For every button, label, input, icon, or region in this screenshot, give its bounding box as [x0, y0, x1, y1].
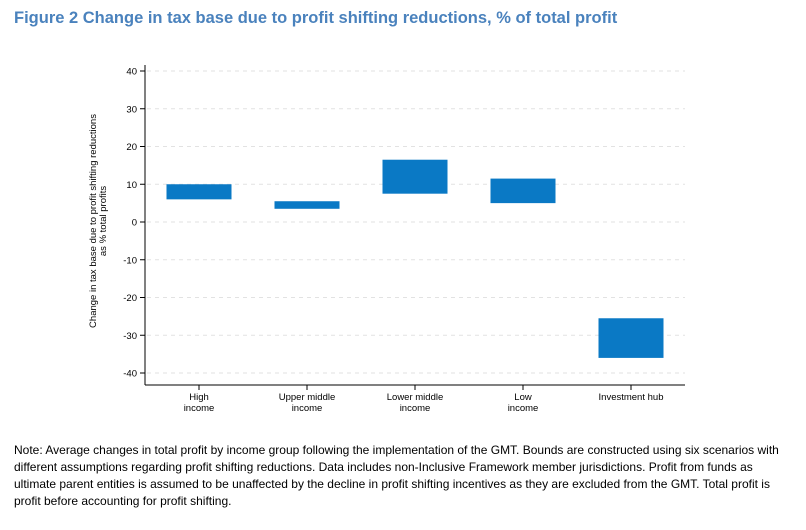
category-line: Low	[514, 392, 532, 403]
axes	[140, 65, 685, 390]
y-label-line: Change in tax base due to profit shiftin…	[88, 114, 99, 328]
y-tick-label: 10	[126, 180, 137, 191]
category-line: Lower middle	[387, 392, 444, 403]
x-category-label: Upper middle income	[279, 392, 336, 414]
category-line: income	[184, 403, 215, 414]
category-line: income	[292, 403, 323, 414]
y-tick-label: -40	[123, 369, 137, 380]
y-tick-label: 40	[126, 67, 137, 78]
x-category-label: Low income	[508, 392, 539, 414]
category-line: income	[400, 403, 431, 414]
y-tick-label: -30	[123, 331, 137, 342]
y-tick-labels: 40 30 20 10 0 -10 -20 -30 -40	[123, 67, 137, 380]
gridlines	[147, 70, 685, 374]
bars	[166, 159, 664, 358]
category-line: Investment hub	[599, 392, 664, 403]
bar	[382, 159, 448, 194]
y-tick-label: 20	[126, 142, 137, 153]
bar	[166, 184, 232, 200]
y-tick-label: 0	[132, 218, 137, 229]
category-line: Upper middle	[279, 392, 336, 403]
category-line: High	[189, 392, 209, 403]
x-category-label: Investment hub	[599, 392, 664, 403]
bar	[490, 178, 556, 204]
chart-title: Figure 2 Change in tax base due to profi…	[14, 9, 618, 27]
y-label-line: as % total profits	[98, 186, 109, 256]
y-tick-label: 30	[126, 104, 137, 115]
y-axis-label: Change in tax base due to profit shiftin…	[88, 114, 109, 328]
x-category-label: High income	[184, 392, 215, 414]
y-tick-label: -10	[123, 255, 137, 266]
figure-note: Note: Average changes in total profit by…	[14, 443, 779, 508]
bar	[598, 318, 664, 358]
bar	[274, 201, 340, 209]
category-line: income	[508, 403, 539, 414]
x-category-label: Lower middle income	[387, 392, 444, 414]
y-tick-label: -20	[123, 293, 137, 304]
